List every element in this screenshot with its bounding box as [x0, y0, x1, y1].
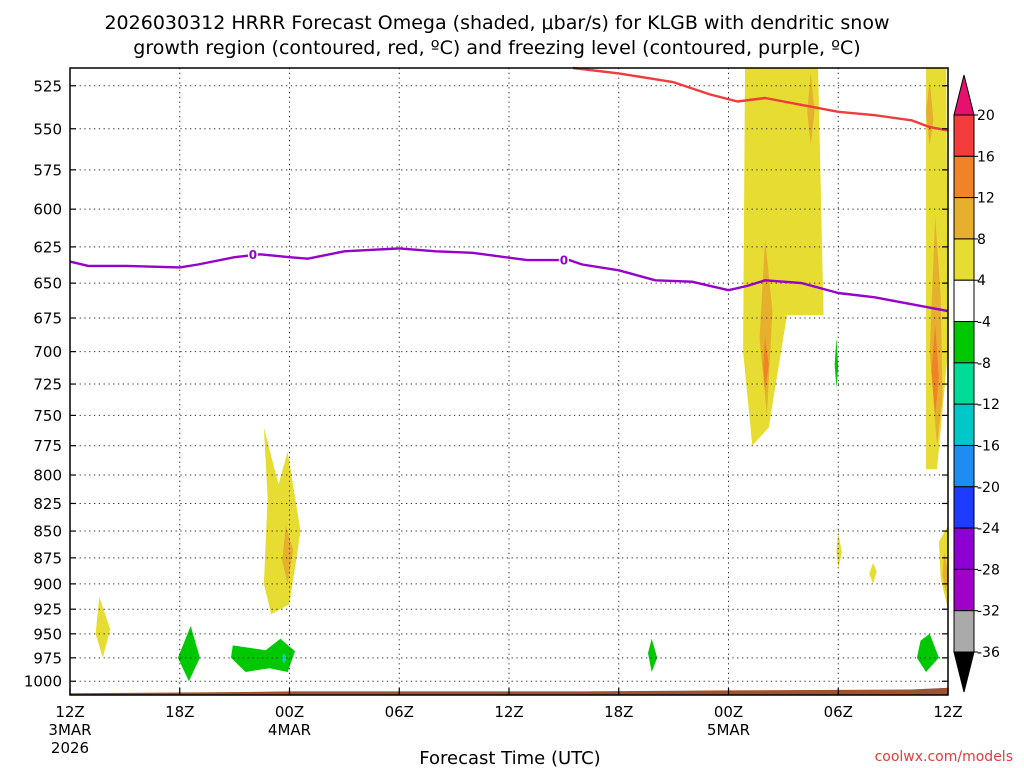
- y-tick-label-600: 600: [33, 201, 62, 219]
- y-tick-label-725: 725: [33, 376, 62, 394]
- colorbar-label-7: -12: [977, 397, 1000, 413]
- contour-label-1-1: 0: [560, 254, 568, 268]
- omega-region-2: [263, 427, 301, 615]
- colorbar-label-2: 12: [977, 191, 995, 207]
- x-tick-date-6: 5MAR: [707, 721, 750, 739]
- omega-region-11: [282, 525, 294, 584]
- x-tick-label-3: 06Z: [385, 703, 414, 721]
- contour-label-bg-1-1: [558, 253, 569, 267]
- colorbar-segment-3: [953, 238, 975, 281]
- contour-label-bg-1-0: [247, 247, 258, 261]
- colorbar-label-11: -28: [977, 562, 1000, 578]
- y-tick-label-875: 875: [33, 549, 62, 567]
- x-tick-label-4: 12Z: [494, 703, 523, 721]
- y-tick-label-950: 950: [33, 625, 62, 643]
- y-tick-label-675: 675: [33, 310, 62, 328]
- x-tick-label-8: 12Z: [933, 703, 962, 721]
- colorbar-label-10: -24: [977, 521, 1000, 537]
- colorbar-segment-7: [953, 403, 975, 446]
- x-tick-year-0: 2026: [51, 739, 89, 757]
- y-axis: 525 550 575 600 625 650 675 700 725 750 775 800 825 8…: [24, 77, 948, 691]
- y-tick-label-825: 825: [33, 495, 62, 513]
- omega-region-18: [834, 338, 839, 388]
- colorbar-label-12: -32: [977, 604, 1000, 620]
- colorbar: 20 16 12 8 4 -4 -8 -12 -16 -20 -24 -28 -32 -36: [953, 74, 1000, 693]
- omega-region-15: [177, 626, 200, 682]
- colorbar-segment-2: [953, 197, 975, 240]
- x-tick-label-6: 00Z: [714, 703, 743, 721]
- colorbar-label-5: -4: [977, 315, 991, 331]
- omega-region-19: [916, 633, 939, 672]
- colorbar-label-0: 20: [977, 108, 995, 124]
- omega-region-14: [931, 324, 939, 416]
- omega-region-9: [926, 80, 934, 146]
- colorbar-label-13: -36: [977, 645, 1000, 661]
- colorbar-label-4: 4: [977, 273, 986, 289]
- colorbar-label-6: -8: [977, 356, 991, 372]
- colorbar-segment-12: [953, 610, 975, 653]
- omega-region-10: [929, 216, 943, 446]
- y-tick-label-750: 750: [33, 407, 62, 425]
- y-tick-label-900: 900: [33, 575, 62, 593]
- omega-region-8: [759, 239, 773, 416]
- chart-title-line-2: growth region (contoured, red, ºC) and f…: [133, 37, 860, 59]
- y-tick-label-625: 625: [33, 238, 62, 256]
- x-axis-label: Forecast Time (UTC): [419, 748, 600, 768]
- chart-title-line-1: 2026030312 HRRR Forecast Omega (shaded, …: [104, 12, 889, 34]
- y-tick-label-700: 700: [33, 343, 62, 361]
- series-line-0: [572, 66, 949, 132]
- y-tick-label-1000: 1000: [24, 673, 62, 691]
- colorbar-segment-4: [953, 279, 975, 323]
- colorbar-segment-9: [953, 486, 975, 529]
- omega-shading: [95, 68, 948, 682]
- omega-region-7: [807, 73, 815, 146]
- colorbar-segment-1: [953, 155, 975, 199]
- colorbar-label-3: 8: [977, 232, 986, 248]
- colorbar-segment-0: [953, 114, 975, 157]
- colorbar-segment-10: [953, 527, 975, 570]
- x-tick-label-5: 18Z: [604, 703, 633, 721]
- omega-region-5: [836, 533, 842, 569]
- omega-region-16: [231, 638, 295, 672]
- colorbar-segment-5: [953, 321, 975, 364]
- y-tick-label-775: 775: [33, 437, 62, 455]
- omega-region-13: [763, 338, 769, 391]
- omega-region-20: [281, 653, 287, 665]
- omega-region-3: [95, 597, 111, 658]
- y-tick-label-925: 925: [33, 601, 62, 619]
- colorbar-label-8: -16: [977, 438, 1000, 454]
- colorbar-segment-11: [953, 568, 975, 612]
- x-tick-label-2: 00Z: [275, 703, 304, 721]
- colorbar-segment-6: [953, 362, 975, 405]
- colorbar-label-9: -20: [977, 480, 1000, 496]
- series-line-1: [69, 247, 949, 313]
- x-tick-date-0: 3MAR: [48, 721, 91, 739]
- colorbar-segment-8: [953, 444, 975, 488]
- colorbar-bottom-triangle: [953, 651, 975, 693]
- y-tick-label-850: 850: [33, 523, 62, 541]
- x-tick-label-1: 18Z: [165, 703, 194, 721]
- y-tick-label-975: 975: [33, 649, 62, 667]
- colorbar-label-1: 16: [977, 149, 995, 165]
- y-tick-label-575: 575: [33, 161, 62, 179]
- y-tick-label-650: 650: [33, 275, 62, 293]
- x-tick-date-2: 4MAR: [268, 721, 311, 739]
- omega-region-17: [648, 638, 658, 672]
- credit-text: coolwx.com/models: [875, 749, 1013, 765]
- x-tick-label-0: 12Z: [55, 703, 84, 721]
- y-tick-label-550: 550: [33, 120, 62, 138]
- colorbar-top-triangle: [953, 74, 975, 116]
- x-tick-label-7: 06Z: [824, 703, 853, 721]
- omega-region-6: [869, 563, 877, 584]
- y-tick-label-525: 525: [33, 77, 62, 95]
- contour-label-1-0: 0: [249, 248, 257, 262]
- y-tick-label-800: 800: [33, 467, 62, 485]
